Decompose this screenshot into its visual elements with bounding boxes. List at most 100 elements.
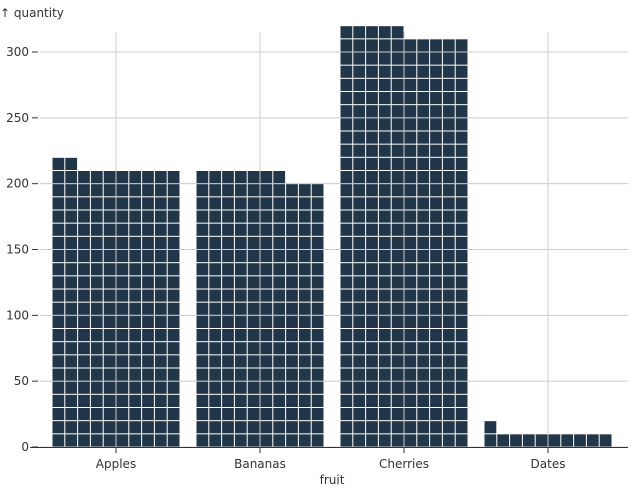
waffle-cell	[222, 315, 234, 328]
waffle-cell	[353, 302, 366, 315]
waffle-cell	[78, 315, 90, 328]
waffle-cell	[391, 105, 404, 118]
waffle-cell	[142, 315, 154, 328]
waffle-cell	[260, 197, 273, 210]
waffle-cell	[442, 223, 455, 236]
waffle-cell	[340, 421, 353, 434]
waffle-cell	[455, 276, 468, 289]
waffle-cell	[417, 210, 430, 223]
waffle-cell	[366, 92, 378, 105]
waffle-cell	[90, 368, 103, 381]
waffle-cell	[209, 368, 222, 381]
waffle-cell	[196, 223, 209, 236]
waffle-cell	[391, 197, 404, 210]
waffle-cell	[260, 315, 273, 328]
waffle-cell	[167, 408, 180, 421]
waffle-cell	[167, 368, 180, 381]
waffle-cell	[298, 355, 311, 368]
waffle-cell	[222, 434, 234, 447]
waffle-cell	[52, 434, 65, 447]
waffle-cell	[340, 52, 353, 65]
waffle-cell	[366, 65, 378, 78]
waffle-cell	[353, 131, 366, 144]
waffle-cell	[260, 381, 273, 394]
waffle-cell	[52, 263, 65, 276]
waffle-cell	[103, 302, 116, 315]
waffle-cell	[286, 210, 298, 223]
waffle-cell	[378, 39, 391, 52]
waffle-cell	[353, 157, 366, 170]
waffle-cell	[311, 368, 324, 381]
waffle-cell	[286, 368, 298, 381]
waffle-cell	[154, 276, 167, 289]
waffle-cell	[260, 223, 273, 236]
waffle-cell	[142, 289, 154, 302]
waffle-cell	[430, 39, 442, 52]
waffle-cell	[196, 250, 209, 263]
waffle-cell	[222, 210, 234, 223]
waffle-cell	[234, 197, 247, 210]
waffle-cell	[378, 368, 391, 381]
waffle-cell	[65, 381, 78, 394]
waffle-cell	[561, 434, 574, 447]
waffle-cell	[417, 157, 430, 170]
y-tick-label: 200	[6, 177, 29, 191]
waffle-cell	[286, 223, 298, 236]
waffle-cell	[366, 52, 378, 65]
waffle-cell	[234, 289, 247, 302]
waffle-cell	[391, 223, 404, 236]
waffle-cell	[222, 184, 234, 197]
waffle-cell	[209, 250, 222, 263]
waffle-cell	[442, 236, 455, 249]
waffle-cell	[353, 381, 366, 394]
waffle-cell	[340, 131, 353, 144]
waffle-cell	[52, 302, 65, 315]
waffle-cell	[286, 197, 298, 210]
waffle-cell	[273, 289, 286, 302]
waffle-cell	[260, 329, 273, 342]
waffle-cell	[286, 236, 298, 249]
waffle-cell	[142, 210, 154, 223]
waffle-cell	[298, 302, 311, 315]
waffle-cell	[430, 65, 442, 78]
waffle-cell	[378, 421, 391, 434]
waffle-cell	[298, 276, 311, 289]
waffle-cell	[65, 434, 78, 447]
waffle-cell	[116, 355, 129, 368]
waffle-cell	[260, 342, 273, 355]
waffle-cell	[103, 408, 116, 421]
waffle-cell	[209, 289, 222, 302]
waffle-cell	[366, 263, 378, 276]
waffle-cell	[65, 329, 78, 342]
waffle-cell	[378, 381, 391, 394]
waffle-cell	[417, 250, 430, 263]
waffle-cell	[167, 302, 180, 315]
waffle-cell	[391, 342, 404, 355]
waffle-cell	[430, 171, 442, 184]
waffle-cell	[196, 408, 209, 421]
waffle-cell	[455, 289, 468, 302]
waffle-cell	[116, 342, 129, 355]
waffle-cell	[430, 184, 442, 197]
waffle-cell	[522, 434, 535, 447]
waffle-cell	[65, 263, 78, 276]
waffle-cell	[298, 408, 311, 421]
waffle-cell	[65, 355, 78, 368]
waffle-cell	[442, 394, 455, 407]
waffle-cell	[378, 342, 391, 355]
waffle-cell	[442, 368, 455, 381]
waffle-cell	[234, 421, 247, 434]
waffle-cell	[548, 434, 561, 447]
waffle-cell	[430, 342, 442, 355]
waffle-cell	[366, 355, 378, 368]
waffle-cell	[142, 223, 154, 236]
waffle-cell	[247, 184, 260, 197]
waffle-cell	[154, 289, 167, 302]
waffle-cell	[353, 250, 366, 263]
waffle-cell	[353, 65, 366, 78]
waffle-cell	[273, 171, 286, 184]
waffle-cell	[196, 342, 209, 355]
waffle-cell	[442, 78, 455, 91]
waffle-cell	[442, 118, 455, 131]
